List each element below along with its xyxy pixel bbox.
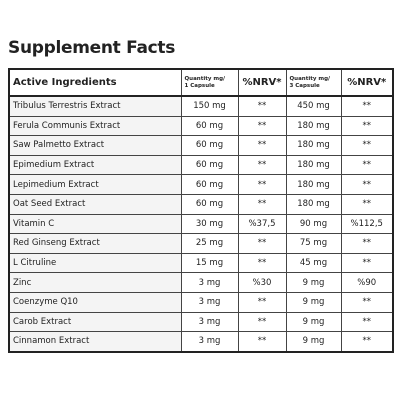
cell: 9 mg bbox=[285, 311, 342, 333]
cell: ** bbox=[340, 154, 394, 176]
cell: 180 mg bbox=[285, 174, 342, 195]
cell: 3 mg bbox=[180, 291, 239, 313]
cell: ** bbox=[237, 154, 287, 176]
table-row: L Citruline 15 mg ** 45 mg ** bbox=[8, 252, 394, 274]
cell: %112,5 bbox=[340, 213, 394, 235]
table-row: Tribulus Terrestris Extract 150 mg ** 450 m… bbox=[8, 95, 394, 117]
ingredient: Lepimedium Extract bbox=[8, 174, 182, 195]
cell: 180 mg bbox=[285, 115, 342, 137]
table-row: Carob Extract 3 mg ** 9 mg ** bbox=[8, 311, 394, 333]
header-line: Quantity mg/ bbox=[184, 75, 226, 82]
ingredient: Ferula Communis Extract bbox=[8, 115, 182, 137]
cell: 25 mg bbox=[180, 233, 239, 254]
cell: ** bbox=[237, 193, 287, 215]
cell: ** bbox=[237, 233, 287, 254]
ingredient: Carob Extract bbox=[8, 311, 182, 333]
cell: 15 mg bbox=[180, 252, 239, 274]
cell: 90 mg bbox=[285, 213, 342, 235]
header-line: Quantity mg/ bbox=[289, 75, 331, 82]
table-row: Cinnamon Extract 3 mg ** 9 mg ** bbox=[8, 331, 394, 353]
cell: ** bbox=[340, 252, 394, 274]
ingredient: Zinc bbox=[8, 272, 182, 293]
cell: 60 mg bbox=[180, 154, 239, 176]
cell: 75 mg bbox=[285, 233, 342, 254]
ingredient: Red Ginseng Extract bbox=[8, 233, 182, 254]
cell: ** bbox=[340, 193, 394, 215]
cell: ** bbox=[340, 233, 394, 254]
cell: 60 mg bbox=[180, 174, 239, 195]
cell: ** bbox=[237, 291, 287, 313]
cell: 45 mg bbox=[285, 252, 342, 274]
column-header: Active Ingredients bbox=[8, 68, 182, 97]
cell: ** bbox=[340, 291, 394, 313]
ingredient: Epimedium Extract bbox=[8, 154, 182, 176]
ingredient: L Citruline bbox=[8, 252, 182, 274]
cell: %90 bbox=[340, 272, 394, 293]
ingredient: Tribulus Terrestris Extract bbox=[8, 95, 182, 117]
cell: 60 mg bbox=[180, 135, 239, 156]
header-row: Active Ingredients Quantity mg/1 Capsule%… bbox=[8, 68, 394, 97]
cell: 3 mg bbox=[180, 272, 239, 293]
cell: ** bbox=[340, 174, 394, 195]
cell: %37,5 bbox=[237, 213, 287, 235]
cell: 60 mg bbox=[180, 115, 239, 137]
table-row: Red Ginseng Extract 25 mg ** 75 mg ** bbox=[8, 233, 394, 254]
header-line: 3 Capsule bbox=[289, 82, 320, 89]
cell: 180 mg bbox=[285, 135, 342, 156]
cell: ** bbox=[237, 331, 287, 353]
table-row: Coenzyme Q10 3 mg ** 9 mg ** bbox=[8, 291, 394, 313]
cell: 180 mg bbox=[285, 193, 342, 215]
column-header: %NRV* bbox=[340, 68, 394, 97]
cell: ** bbox=[237, 174, 287, 195]
cell: ** bbox=[237, 95, 287, 117]
cell: 60 mg bbox=[180, 193, 239, 215]
header-line: 1 Capsule bbox=[184, 82, 215, 89]
cell: ** bbox=[237, 252, 287, 274]
column-header: Quantity mg/3 Capsule bbox=[285, 68, 342, 97]
cell: ** bbox=[237, 135, 287, 156]
cell: ** bbox=[340, 135, 394, 156]
title: Supplement Facts bbox=[8, 38, 176, 58]
cell: 3 mg bbox=[180, 331, 239, 353]
cell: 150 mg bbox=[180, 95, 239, 117]
ingredient: Coenzyme Q10 bbox=[8, 291, 182, 313]
table-row: Saw Palmetto Extract 60 mg ** 180 mg ** bbox=[8, 135, 394, 156]
ingredient: Cinnamon Extract bbox=[8, 331, 182, 353]
table-body: Tribulus Terrestris Extract 150 mg ** 450 m… bbox=[8, 95, 394, 353]
column-header: %NRV* bbox=[237, 68, 287, 97]
cell: ** bbox=[340, 95, 394, 117]
cell: 180 mg bbox=[285, 154, 342, 176]
cell: 9 mg bbox=[285, 331, 342, 353]
cell: ** bbox=[340, 331, 394, 353]
table-row: Vitamin C 30 mg %37,5 90 mg %112,5 bbox=[8, 213, 394, 235]
cell: ** bbox=[237, 311, 287, 333]
table-row: Ferula Communis Extract 60 mg ** 180 mg ** bbox=[8, 115, 394, 137]
cell: 450 mg bbox=[285, 95, 342, 117]
cell: 9 mg bbox=[285, 272, 342, 293]
table-row: Lepimedium Extract 60 mg ** 180 mg ** bbox=[8, 174, 394, 195]
cell: 9 mg bbox=[285, 291, 342, 313]
table-row: Epimedium Extract 60 mg ** 180 mg ** bbox=[8, 154, 394, 176]
column-header: Quantity mg/1 Capsule bbox=[180, 68, 239, 97]
cell: 3 mg bbox=[180, 311, 239, 333]
ingredient: Vitamin C bbox=[8, 213, 182, 235]
cell: ** bbox=[340, 311, 394, 333]
cell: ** bbox=[237, 115, 287, 137]
table-row: Oat Seed Extract 60 mg ** 180 mg ** bbox=[8, 193, 394, 215]
ingredient: Oat Seed Extract bbox=[8, 193, 182, 215]
cell: 30 mg bbox=[180, 213, 239, 235]
cell: ** bbox=[340, 115, 394, 137]
ingredient: Saw Palmetto Extract bbox=[8, 135, 182, 156]
cell: %30 bbox=[237, 272, 287, 293]
table-row: Zinc 3 mg %30 9 mg %90 bbox=[8, 272, 394, 293]
supplement-table: Active Ingredients Quantity mg/1 Capsule%… bbox=[8, 68, 394, 353]
